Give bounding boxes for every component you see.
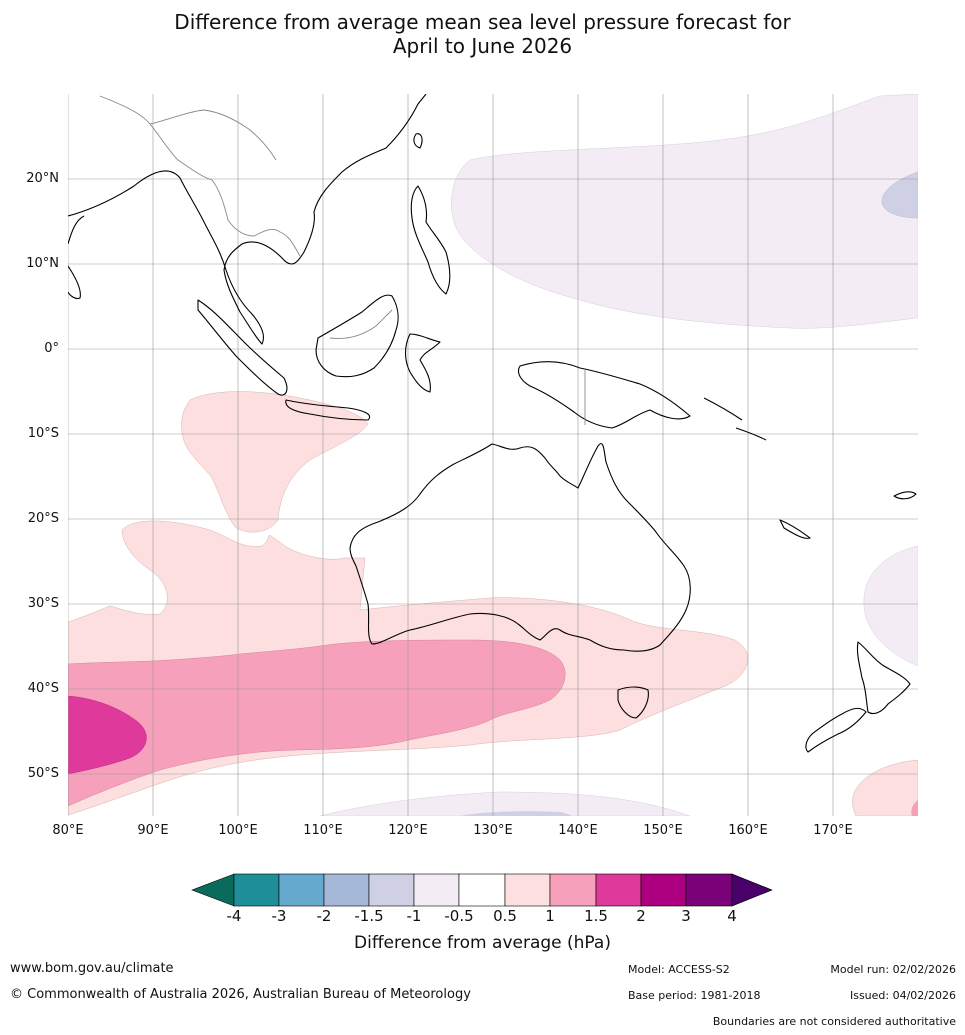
lon-label-90e: 90°E	[137, 823, 169, 838]
title-line-1: Difference from average mean sea level p…	[174, 10, 791, 34]
lon-label-160e: 160°E	[728, 823, 768, 838]
legend-tick: -1	[406, 907, 422, 925]
legend-tick: 1	[545, 907, 555, 925]
legend-swatch-10	[640, 873, 687, 907]
legend-tick: -0.5	[444, 907, 474, 925]
country-borders	[99, 95, 586, 425]
legend-tick: -2	[316, 907, 332, 925]
coast-new-guinea	[517, 361, 691, 429]
legend-tick: 2	[636, 907, 646, 925]
lat-label-40s: 40°S	[27, 681, 59, 696]
coast-india	[68, 215, 85, 300]
legend-swatch-8	[549, 873, 597, 907]
legend-swatch-3	[323, 873, 370, 907]
lat-label-20n: 20°N	[26, 171, 59, 186]
legend-tick: 1.5	[584, 907, 608, 925]
color-legend	[191, 873, 773, 907]
forecast-map	[68, 94, 918, 816]
legend-tick: 4	[727, 907, 737, 925]
legend-swatch-11	[685, 873, 733, 907]
legend-swatch-7	[504, 873, 551, 907]
legend-tick: -4	[226, 907, 242, 925]
lon-label-140e: 140°E	[558, 823, 598, 838]
legend-swatch-6	[458, 873, 506, 907]
coast-sulawesi	[404, 333, 441, 393]
legend-title: Difference from average (hPa)	[354, 933, 611, 953]
coast-philippines	[410, 185, 451, 295]
legend-swatch-4	[368, 873, 415, 907]
lon-label-120e: 120°E	[388, 823, 428, 838]
legend-swatch-9	[595, 873, 642, 907]
lon-label-110e: 110°E	[303, 823, 343, 838]
anomaly-south-positive-mid	[68, 639, 566, 807]
coast-java	[285, 399, 370, 421]
legend-swatch-1	[233, 873, 280, 907]
title-line-2: April to June 2026	[392, 34, 573, 58]
website-link[interactable]: www.bom.gov.au/climate	[10, 961, 174, 976]
copyright-text: © Commonwealth of Australia 2026, Austra…	[10, 987, 471, 1002]
lat-label-10n: 10°N	[26, 256, 59, 271]
coastlines	[68, 94, 917, 753]
coast-australia	[349, 443, 691, 652]
lon-label-150e: 150°E	[643, 823, 683, 838]
lon-label-170e: 170°E	[813, 823, 853, 838]
legend-tick: 0.5	[493, 907, 517, 925]
anomaly-southern-negative-core	[460, 811, 572, 816]
anomaly-indian-ocean-positive	[181, 391, 369, 533]
lon-label-130e: 130°E	[473, 823, 513, 838]
coast-new-zealand-south	[805, 707, 867, 753]
legend-swatch-5	[413, 873, 460, 907]
border-borneo	[329, 309, 393, 339]
legend-swatch-12	[731, 873, 773, 907]
lon-label-100e: 100°E	[218, 823, 258, 838]
anomaly-south-positive-strong	[68, 695, 147, 775]
coast-new-zealand-north	[856, 641, 911, 715]
legend-tick: -3	[271, 907, 287, 925]
border-southeast-asia	[99, 95, 301, 257]
coast-mainland-asia	[68, 94, 427, 345]
lat-label-0: 0°	[44, 341, 59, 356]
graticule	[68, 94, 918, 816]
anomaly-north-pacific-negative	[451, 94, 918, 329]
coast-fiji	[893, 491, 917, 500]
lat-label-20s: 20°S	[27, 511, 59, 526]
coast-sumatra	[197, 299, 288, 396]
base-period: Base period: 1981-2018	[628, 989, 761, 1002]
anomaly-tasman-east-negative	[863, 545, 918, 667]
legend-tick: -1.5	[354, 907, 384, 925]
border-myanmar-china	[149, 109, 277, 161]
model-run: Model run: 02/02/2026	[830, 963, 956, 976]
coast-solomons	[703, 397, 767, 441]
lat-label-50s: 50°S	[27, 766, 59, 781]
anomaly-southeast-positive-mid	[911, 800, 918, 816]
coast-borneo	[315, 294, 399, 378]
model-name: Model: ACCESS-S2	[628, 963, 730, 976]
boundaries-disclaimer: Boundaries are not considered authoritat…	[712, 1015, 956, 1028]
anomaly-southern-negative	[319, 791, 691, 816]
coast-taiwan	[413, 133, 423, 149]
legend-swatch-2	[278, 873, 325, 907]
legend-tick: 3	[681, 907, 691, 925]
issued-date: Issued: 04/02/2026	[849, 989, 956, 1002]
legend-swatch-0	[191, 873, 235, 907]
lat-label-30s: 30°S	[27, 596, 59, 611]
lat-label-10s: 10°S	[27, 426, 59, 441]
coast-tasmania	[617, 686, 649, 719]
lon-label-80e: 80°E	[52, 823, 84, 838]
chart-title: Difference from average mean sea level p…	[0, 10, 965, 58]
coast-new-caledonia	[779, 519, 811, 539]
